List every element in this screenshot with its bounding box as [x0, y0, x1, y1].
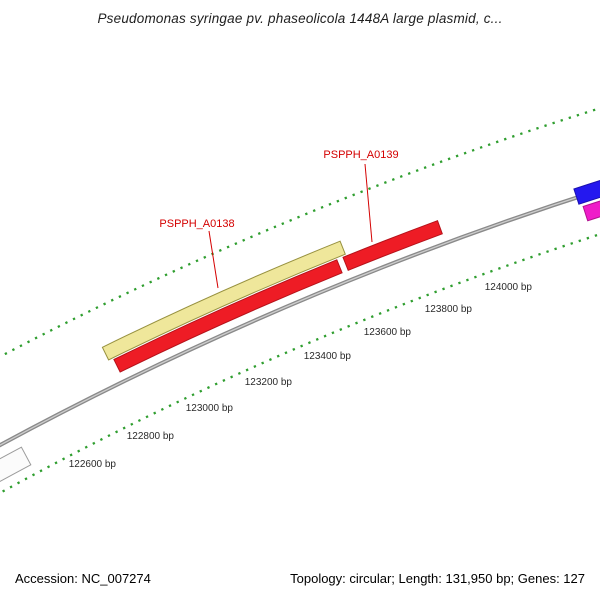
map-features [0, 165, 600, 506]
map-title: Pseudomonas syringae pv. phaseolicola 14… [97, 11, 503, 26]
summary-text: Topology: circular; Length: 131,950 bp; … [290, 571, 585, 586]
feature-left-unlabeled-white[interactable] [0, 446, 32, 506]
status-bar: Accession: NC_007274 Topology: circular;… [0, 571, 600, 586]
ruler-label-123600: 123600 bp [364, 327, 412, 338]
gene-PSPPH_A0138-khaki[interactable] [101, 240, 346, 361]
ruler-label-124000: 124000 bp [485, 282, 533, 293]
feature-label-PSPPH_A0139[interactable]: PSPPH_A0139 [323, 149, 398, 161]
feature-label-leader-PSPPH_A0139 [364, 163, 373, 243]
ruler-label-122600: 122600 bp [69, 459, 117, 470]
feature-right-magenta[interactable] [582, 183, 600, 222]
feature-labels: PSPPH_A0138 PSPPH_A0139 [159, 149, 399, 289]
backbone-arc-highlight [0, 189, 600, 446]
ruler-label-123800: 123800 bp [425, 304, 473, 315]
cds-PSPPH_A0138-red[interactable] [113, 259, 343, 373]
divider-rings [0, 107, 600, 493]
ruler-label-123400: 123400 bp [304, 351, 352, 362]
accession-text: Accession: NC_007274 [15, 571, 151, 586]
feature-right-blue[interactable] [573, 165, 600, 205]
divider-ring-dotted [0, 107, 600, 359]
divider-ring-dotted [2, 233, 600, 493]
ruler-labels: 122600 bp 122800 bp 123000 bp 123200 bp … [69, 282, 533, 470]
ruler-label-123000: 123000 bp [186, 403, 234, 414]
ruler-label-123200: 123200 bp [245, 377, 293, 388]
backbone-arc [0, 187, 600, 448]
feature-label-PSPPH_A0138[interactable]: PSPPH_A0138 [159, 218, 234, 230]
ruler-label-122800: 122800 bp [127, 431, 175, 442]
feature-label-leader-PSPPH_A0138 [208, 230, 219, 289]
cds-PSPPH_A0139-red[interactable] [342, 220, 443, 271]
